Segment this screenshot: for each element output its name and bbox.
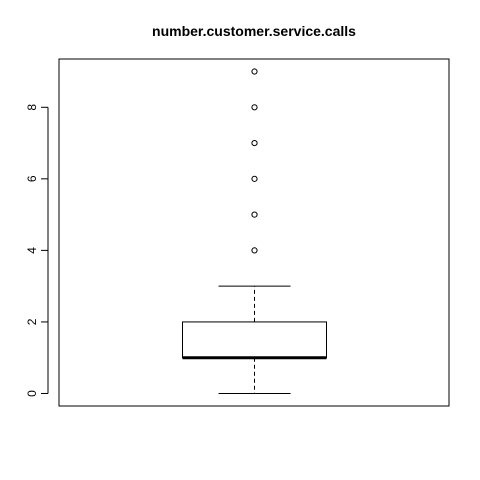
- outlier-point-7: [251, 139, 258, 147]
- y-tick-label-8: 8: [25, 104, 39, 111]
- outlier-point-5: [251, 211, 258, 218]
- box-group: [182, 285, 327, 394]
- y-tick-label-2: 2: [25, 318, 39, 325]
- outlier-point-4: [251, 247, 258, 254]
- outlier-point-8: [251, 104, 258, 111]
- y-axis: 0 2 4 6 8: [25, 104, 49, 397]
- y-tick-label-4: 4: [25, 247, 39, 254]
- plot-frame: [58, 58, 450, 407]
- y-tick-label-6: 6: [25, 175, 39, 182]
- y-tick-label-0: 0: [25, 390, 39, 397]
- outlier-group: [251, 68, 258, 254]
- chart-title: number.customer.service.calls: [152, 23, 356, 39]
- outlier-point-9: [251, 68, 258, 75]
- iqr-box: [182, 321, 327, 359]
- outlier-point-6: [251, 175, 258, 182]
